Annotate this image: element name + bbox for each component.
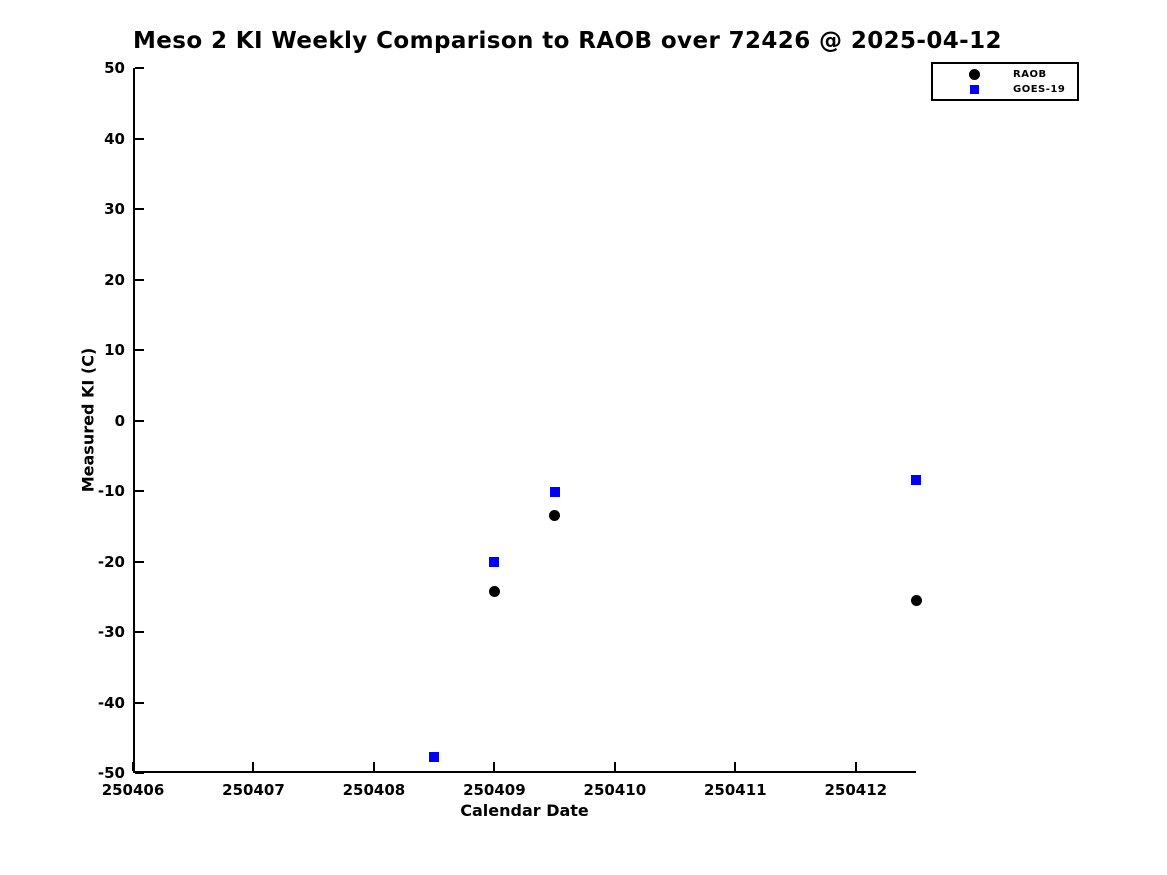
data-point-goes-19 — [429, 752, 440, 763]
legend-label: GOES-19 — [1013, 84, 1066, 95]
x-tick — [854, 762, 857, 771]
y-tick — [135, 631, 144, 633]
x-tick — [734, 762, 737, 771]
legend-item-raob: RAOB — [933, 67, 1077, 82]
y-tick — [135, 560, 144, 563]
y-tick-label: 30 — [104, 200, 125, 218]
x-tick-label: 250406 — [101, 781, 165, 799]
x-tick — [252, 762, 255, 771]
x-axis-label: Calendar Date — [460, 801, 589, 820]
y-tick — [135, 67, 144, 69]
y-tick-label: 40 — [104, 129, 125, 148]
x-tick — [613, 762, 616, 771]
legend-goes-19-square-icon — [969, 85, 979, 94]
data-point-raob — [549, 510, 561, 522]
data-point-raob — [910, 594, 922, 606]
y-tick — [135, 137, 144, 140]
y-tick-label: 0 — [114, 411, 125, 430]
y-tick — [135, 208, 144, 210]
legend-item-goes-19: GOES-19 — [933, 82, 1077, 97]
x-tick-label: 250407 — [222, 781, 285, 799]
legend-marker-cell — [963, 69, 985, 80]
chart-title: Meso 2 KI Weekly Comparison to RAOB over… — [133, 28, 1002, 54]
x-tick — [372, 762, 375, 771]
data-point-goes-19 — [489, 556, 500, 567]
x-tick-label: 250410 — [583, 781, 647, 799]
y-tick — [135, 419, 144, 422]
y-tick-label: -40 — [97, 693, 125, 712]
y-tick-label: 20 — [104, 270, 125, 289]
y-tick — [135, 349, 144, 351]
data-point-goes-19 — [911, 474, 921, 485]
y-tick — [135, 278, 144, 281]
x-tick-label: 250408 — [342, 781, 406, 799]
data-point-raob — [488, 586, 500, 598]
x-tick-label: 250409 — [463, 781, 526, 799]
x-tick — [493, 762, 496, 771]
y-tick-label: 10 — [104, 341, 125, 359]
data-point-goes-19 — [549, 486, 560, 497]
y-tick — [135, 772, 144, 774]
plot-area — [133, 68, 916, 773]
y-tick-label: -50 — [97, 764, 125, 782]
x-tick-label: 250412 — [824, 781, 888, 799]
y-tick-label: 50 — [104, 59, 125, 77]
legend-marker-cell — [963, 85, 985, 94]
x-tick-label: 250411 — [703, 781, 767, 799]
y-tick — [135, 701, 144, 704]
y-tick-label: -20 — [97, 552, 125, 571]
legend: RAOB GOES-19 — [931, 62, 1079, 101]
x-tick — [132, 762, 134, 771]
y-tick-label: -30 — [97, 623, 125, 641]
legend-label: RAOB — [1013, 69, 1047, 80]
legend-raob-circle-icon — [968, 69, 980, 80]
y-tick-label: -10 — [97, 482, 125, 500]
y-tick — [135, 490, 144, 492]
